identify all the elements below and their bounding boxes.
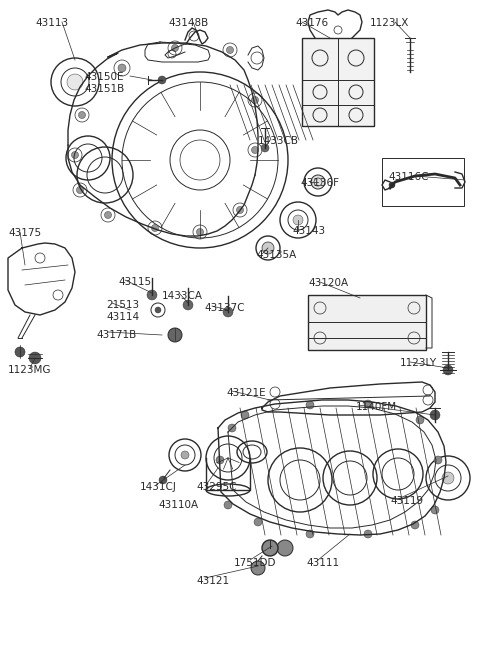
Circle shape [181, 451, 189, 459]
Circle shape [262, 540, 278, 556]
Circle shape [262, 242, 274, 254]
Text: 1751DD: 1751DD [234, 558, 276, 568]
FancyBboxPatch shape [302, 38, 374, 126]
Text: 43295C: 43295C [196, 482, 237, 492]
Circle shape [79, 111, 85, 118]
Circle shape [159, 476, 167, 484]
Circle shape [254, 518, 262, 526]
Text: 43135A: 43135A [256, 250, 296, 260]
Circle shape [311, 175, 325, 189]
Circle shape [430, 410, 440, 420]
Text: 43151B: 43151B [84, 84, 124, 94]
Circle shape [416, 416, 424, 424]
Circle shape [434, 456, 442, 464]
Circle shape [171, 44, 179, 51]
Text: 43110A: 43110A [158, 500, 198, 510]
Circle shape [76, 186, 84, 193]
Circle shape [364, 400, 372, 408]
Circle shape [411, 521, 419, 529]
Text: 43148B: 43148B [168, 18, 208, 28]
Text: 1431CJ: 1431CJ [140, 482, 177, 492]
Text: 43175: 43175 [8, 228, 41, 238]
Text: 43121E: 43121E [226, 388, 265, 398]
Circle shape [15, 347, 25, 357]
Text: 43111: 43111 [306, 558, 339, 568]
Circle shape [442, 472, 454, 484]
Text: 43113: 43113 [35, 18, 68, 28]
Text: 1140FM: 1140FM [356, 402, 397, 412]
Circle shape [228, 424, 236, 432]
Circle shape [389, 182, 395, 188]
Text: 43115: 43115 [118, 277, 151, 287]
Text: 43121: 43121 [196, 576, 229, 586]
Circle shape [252, 146, 259, 154]
Circle shape [364, 530, 372, 538]
Circle shape [431, 506, 439, 514]
Circle shape [152, 225, 158, 232]
Circle shape [277, 540, 293, 556]
Text: 1123LX: 1123LX [370, 18, 409, 28]
Text: 43119: 43119 [390, 496, 423, 506]
Text: 43136F: 43136F [300, 178, 339, 188]
Circle shape [251, 561, 265, 575]
Text: 43120A: 43120A [308, 278, 348, 288]
Circle shape [118, 64, 126, 72]
Text: 43150E: 43150E [84, 72, 123, 82]
FancyBboxPatch shape [308, 295, 426, 350]
Circle shape [67, 74, 83, 90]
Circle shape [72, 152, 79, 158]
Circle shape [306, 530, 314, 538]
Text: 43116C: 43116C [388, 172, 429, 182]
Circle shape [261, 144, 269, 152]
Text: 1433CB: 1433CB [258, 136, 299, 146]
Text: 1123LY: 1123LY [400, 358, 437, 368]
Circle shape [196, 229, 204, 236]
Circle shape [147, 290, 157, 300]
Circle shape [293, 215, 303, 225]
Circle shape [306, 401, 314, 409]
Circle shape [224, 501, 232, 509]
Circle shape [252, 96, 259, 104]
Circle shape [183, 300, 193, 310]
Text: 43137C: 43137C [204, 303, 244, 313]
Text: 1123MG: 1123MG [8, 365, 51, 375]
Circle shape [105, 212, 111, 219]
Circle shape [241, 411, 249, 419]
Text: 43143: 43143 [292, 226, 325, 236]
Circle shape [223, 307, 233, 317]
Text: 21513: 21513 [106, 300, 139, 310]
Circle shape [155, 307, 161, 313]
Circle shape [237, 206, 243, 214]
Circle shape [216, 456, 224, 464]
Circle shape [168, 328, 182, 342]
Circle shape [443, 365, 453, 375]
Circle shape [158, 76, 166, 84]
Text: 1433CA: 1433CA [162, 291, 203, 301]
Circle shape [29, 352, 41, 364]
Text: 43171B: 43171B [96, 330, 136, 340]
Text: 43176: 43176 [295, 18, 328, 28]
Circle shape [227, 46, 233, 53]
Text: 43114: 43114 [106, 312, 139, 322]
